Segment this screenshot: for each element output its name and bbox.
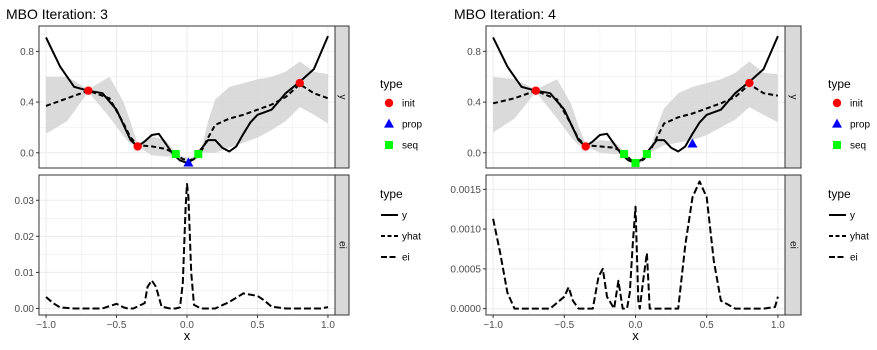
facet-ei: 0.0000 0.0005 0.0010 0.0015 ei −1.0 −0.5 0.0 0.5… xyxy=(450,174,802,343)
strip-label: y xyxy=(336,95,347,100)
series-ei xyxy=(492,180,779,310)
legend-key-prop xyxy=(384,118,394,128)
point-seq-4 xyxy=(194,150,203,159)
y-tick-label: 0.0010 xyxy=(450,225,481,236)
y-tick-label: 0.03 xyxy=(15,196,35,207)
strip-label: y xyxy=(787,95,798,100)
legend-key-init xyxy=(384,98,394,108)
legend-lines: type y yhat ei xyxy=(380,187,421,264)
legend-label-init: init xyxy=(850,99,863,110)
x-tick-label: 1.0 xyxy=(771,320,785,331)
facet-y: 0.0 0.4 0.8 y xyxy=(467,25,802,169)
x-tick-label: −0.5 xyxy=(107,320,127,331)
y-tick-label: 0.0000 xyxy=(450,304,481,315)
legend-title: type xyxy=(828,187,851,201)
chart-iteration-3: MBO Iteration: 30.00.40.8y0.000.010.020.… xyxy=(6,6,422,343)
point-init-2 xyxy=(745,78,754,88)
point-init-1 xyxy=(581,142,590,151)
data-layer xyxy=(492,180,779,310)
point-init-2 xyxy=(295,78,304,88)
point-init-0 xyxy=(531,86,541,95)
legend-label-prop: prop xyxy=(402,120,422,131)
legend-title: type xyxy=(380,187,403,201)
legend-points: type init prop seq xyxy=(380,77,422,152)
x-tick-label: −0.5 xyxy=(554,320,574,331)
legend-key-prop xyxy=(832,118,842,128)
chart-title: MBO Iteration: 4 xyxy=(454,6,556,22)
legend-key-seq xyxy=(833,141,841,149)
x-tick-label: 0.0 xyxy=(180,320,194,331)
strip-label: ei xyxy=(787,241,798,249)
x-tick-label: 0.5 xyxy=(700,320,714,331)
y-tick-label: 0.0 xyxy=(20,148,34,159)
chart-title: MBO Iteration: 3 xyxy=(6,6,108,22)
point-seq-4 xyxy=(642,150,651,159)
point-seq-3 xyxy=(620,150,629,159)
legend-label-y: y xyxy=(850,211,855,222)
data-layer xyxy=(492,35,779,167)
legend-key-init xyxy=(832,98,842,108)
series-ei xyxy=(45,183,329,310)
legend-key-seq xyxy=(385,141,393,149)
point-init-0 xyxy=(84,86,93,95)
y-tick-label: 0.0015 xyxy=(450,185,481,196)
strip-label: ei xyxy=(336,241,347,249)
legend-lines: type y yhat ei xyxy=(828,187,869,264)
y-tick-label: 0.4 xyxy=(20,98,34,109)
x-tick-label: 1.0 xyxy=(321,320,335,331)
legend-label-seq: seq xyxy=(402,141,418,152)
legend-label-yhat: yhat xyxy=(850,232,869,243)
x-axis-label: x xyxy=(184,328,191,343)
y-tick-label: 0.01 xyxy=(15,268,35,279)
chart-iteration-4: MBO Iteration: 40.00.40.8y0.00000.00050.… xyxy=(450,6,870,343)
y-tick-label: 0.0 xyxy=(467,148,481,159)
legend-label-yhat: yhat xyxy=(402,232,421,243)
y-tick-label: 0.8 xyxy=(20,47,34,58)
x-tick-label: −1.0 xyxy=(483,320,503,331)
x-tick-label: 0.5 xyxy=(251,320,265,331)
strip-y xyxy=(334,25,350,169)
series-yhat xyxy=(492,83,779,164)
point-seq-3 xyxy=(171,150,180,159)
legend-label-ei: ei xyxy=(402,253,410,264)
series-ribbon xyxy=(493,61,778,165)
facet-ei: 0.00 0.01 0.02 0.03 ei −1.0 −0.5 0.0 0.5 1.0 x xyxy=(15,174,350,343)
legend-title: type xyxy=(828,77,851,91)
legend-points: type init prop seq xyxy=(828,77,870,152)
legend-label-prop: prop xyxy=(850,120,870,131)
point-init-1 xyxy=(133,142,142,151)
x-tick-label: 0.0 xyxy=(629,320,643,331)
y-tick-label: 0.02 xyxy=(15,232,35,243)
strip-ei xyxy=(784,174,802,316)
legend-label-seq: seq xyxy=(850,141,866,152)
legend-label-init: init xyxy=(402,99,415,110)
legend-label-y: y xyxy=(402,211,407,222)
point-prop-6 xyxy=(687,138,698,148)
y-tick-label: 0.4 xyxy=(467,98,481,109)
legend-label-ei: ei xyxy=(850,253,858,264)
data-layer xyxy=(45,35,329,167)
strip-y xyxy=(784,25,802,169)
x-tick-label: −1.0 xyxy=(36,320,56,331)
legend-title: type xyxy=(380,77,403,91)
data-layer xyxy=(45,183,329,310)
x-axis-label: x xyxy=(632,328,639,343)
series-ribbon xyxy=(46,61,328,163)
series-yhat xyxy=(45,83,329,162)
y-tick-label: 0.8 xyxy=(467,47,481,58)
strip-ei xyxy=(334,174,350,316)
facet-y: 0.0 0.4 0.8 y xyxy=(20,25,350,169)
y-tick-label: 0.00 xyxy=(15,304,35,315)
point-seq-5 xyxy=(631,158,640,167)
y-tick-label: 0.0005 xyxy=(450,264,481,275)
point-prop-5 xyxy=(183,157,194,167)
